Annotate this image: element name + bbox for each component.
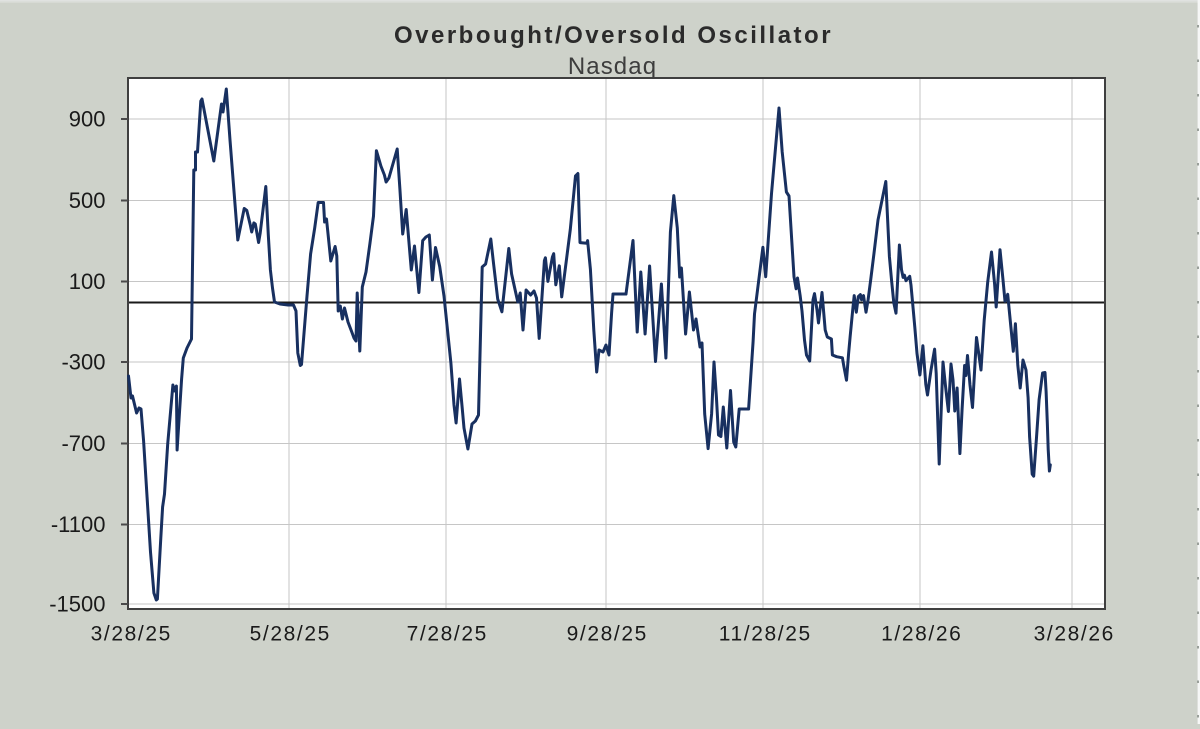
svg-text:Nasdaq: Nasdaq — [568, 53, 657, 80]
svg-text:100: 100 — [69, 269, 106, 294]
svg-text:9/28/25: 9/28/25 — [567, 623, 648, 646]
svg-text:Overbought/Oversold Oscillator: Overbought/Oversold Oscillator — [394, 22, 833, 49]
svg-text:3/28/26: 3/28/26 — [1034, 623, 1115, 646]
svg-text:500: 500 — [69, 188, 106, 213]
svg-text:3/28/25: 3/28/25 — [91, 623, 172, 646]
svg-text:7/28/25: 7/28/25 — [407, 623, 488, 646]
svg-text:1/28/26: 1/28/26 — [881, 623, 962, 646]
svg-text:900: 900 — [69, 107, 106, 132]
svg-text:-300: -300 — [61, 350, 105, 375]
svg-text:-1500: -1500 — [49, 592, 105, 617]
svg-text:11/28/25: 11/28/25 — [719, 623, 812, 646]
svg-text:-1100: -1100 — [51, 512, 106, 537]
svg-text:-700: -700 — [61, 431, 105, 456]
svg-text:5/28/25: 5/28/25 — [250, 623, 331, 646]
